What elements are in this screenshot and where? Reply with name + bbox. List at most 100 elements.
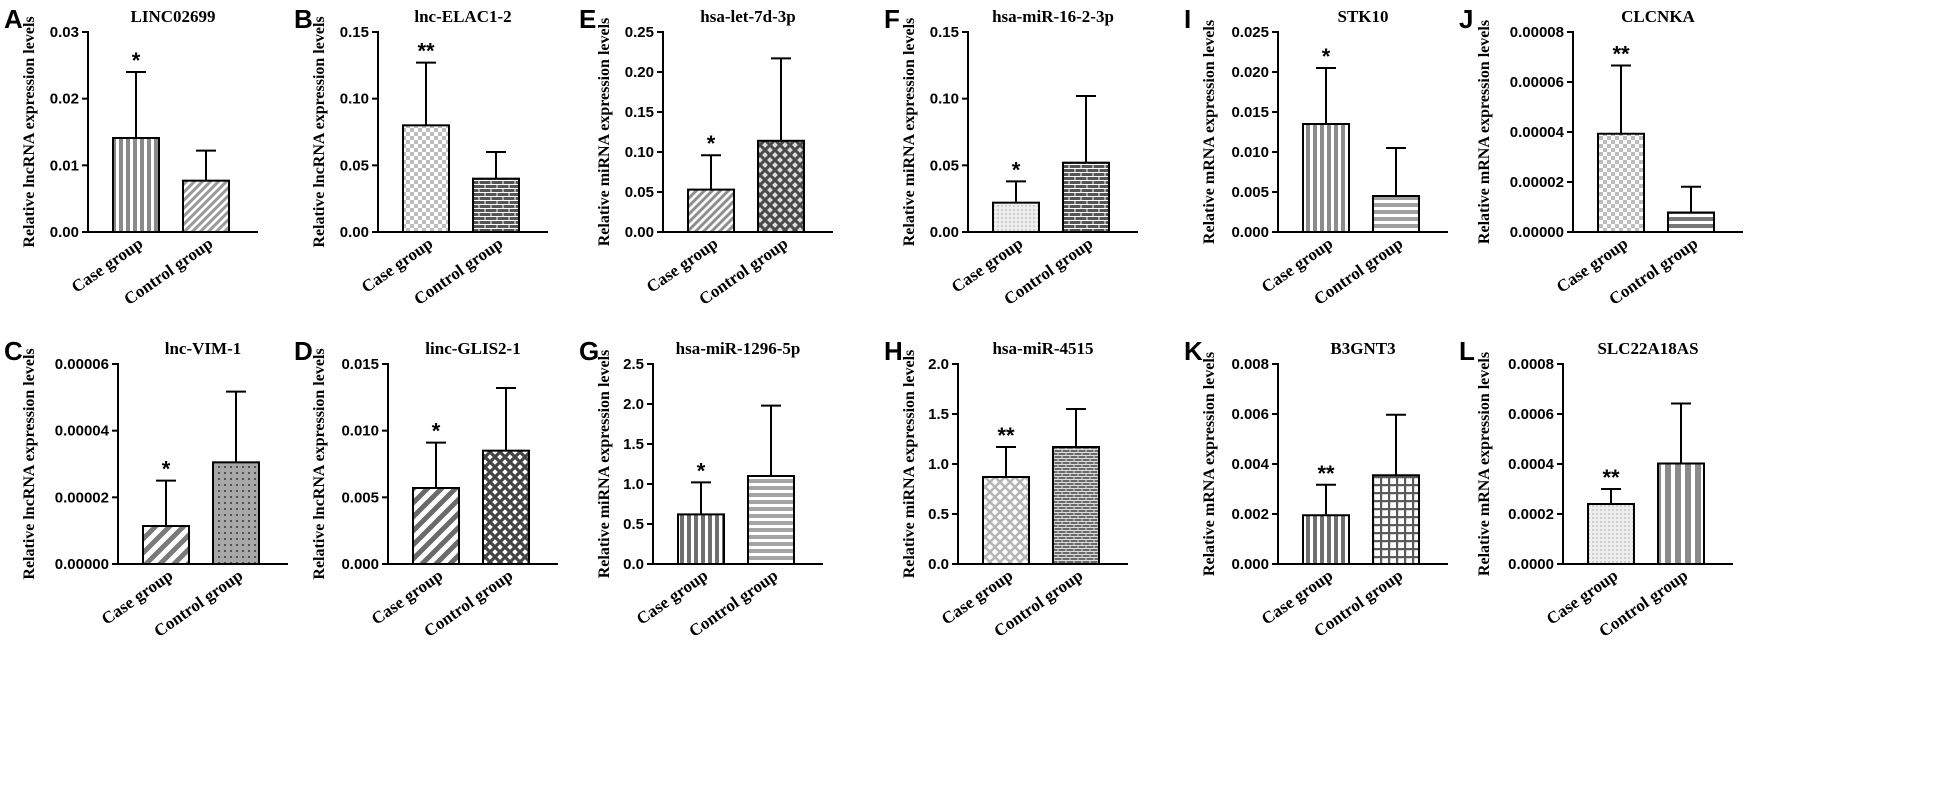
significance-marker: ** bbox=[1317, 461, 1335, 486]
bar-case-group bbox=[112, 137, 160, 233]
y-tick-label: 0.000 bbox=[1231, 556, 1269, 573]
bar-case-group bbox=[1587, 503, 1635, 565]
y-tick-label: 0.00 bbox=[930, 224, 959, 241]
y-tick-label: 0.004 bbox=[1231, 456, 1269, 473]
y-tick-label: 0.02 bbox=[50, 91, 79, 108]
y-tick-label: 0.015 bbox=[341, 356, 379, 373]
y-tick-label: 0.00 bbox=[625, 224, 654, 241]
y-tick-label: 0.00004 bbox=[55, 423, 110, 440]
y-axis-label: Relative mRNA expression levels bbox=[1201, 352, 1218, 576]
y-tick-label: 0.008 bbox=[1231, 356, 1269, 373]
y-tick-label: 0.10 bbox=[340, 91, 369, 108]
panel-letter: I bbox=[1184, 4, 1191, 34]
y-tick-label: 0.00000 bbox=[1510, 224, 1564, 241]
y-tick-label: 0.05 bbox=[625, 184, 654, 201]
y-tick-label: 0.0000 bbox=[1508, 556, 1554, 573]
y-tick-label: 0.5 bbox=[623, 516, 644, 533]
panel-letter: F bbox=[884, 4, 900, 34]
y-axis-label: Relative lncRNA expression levels bbox=[21, 16, 38, 247]
y-tick-label: 0.00008 bbox=[1510, 24, 1564, 41]
y-tick-label: 0.00006 bbox=[55, 356, 109, 373]
y-tick-label: 2.0 bbox=[623, 396, 644, 413]
y-tick-label: 0.15 bbox=[340, 24, 369, 41]
bar-control-group bbox=[1372, 195, 1420, 233]
significance-marker: * bbox=[1322, 44, 1331, 69]
significance-marker: * bbox=[432, 419, 441, 444]
y-tick-label: 0.00 bbox=[50, 224, 79, 241]
bar-case-group bbox=[992, 201, 1040, 234]
y-tick-label: 0.5 bbox=[928, 506, 949, 523]
y-tick-label: 0.10 bbox=[930, 91, 959, 108]
chart-title: SLC22A18AS bbox=[1597, 339, 1698, 358]
y-tick-label: 0.015 bbox=[1231, 104, 1269, 121]
y-tick-label: 0.00002 bbox=[55, 489, 109, 506]
y-tick-label: 0.005 bbox=[341, 489, 379, 506]
bar-control-group bbox=[472, 177, 520, 234]
y-tick-label: 0.20 bbox=[625, 64, 654, 81]
y-tick-label: 0.00004 bbox=[1510, 124, 1565, 141]
y-tick-label: 0.05 bbox=[340, 157, 369, 174]
y-tick-label: 2.0 bbox=[928, 356, 949, 373]
bar-control-group bbox=[212, 461, 260, 565]
y-axis-label: Relative miRNA expression levels bbox=[596, 350, 613, 579]
bar-control-group bbox=[1372, 474, 1420, 565]
y-tick-label: 0.0004 bbox=[1508, 456, 1555, 473]
bar-case-group bbox=[1302, 123, 1350, 233]
panel-letter: C bbox=[4, 336, 23, 366]
bar-control-group bbox=[757, 139, 805, 233]
y-axis-label: Relative mRNA expression levels bbox=[1476, 352, 1493, 576]
y-tick-label: 0.005 bbox=[1231, 184, 1269, 201]
y-tick-label: 0.01 bbox=[50, 157, 79, 174]
bar-control-group bbox=[182, 179, 230, 234]
bar-control-group bbox=[1052, 446, 1100, 565]
y-axis-label: Relative mRNA expression levels bbox=[1476, 20, 1493, 244]
y-tick-label: 0.000 bbox=[341, 556, 379, 573]
y-tick-label: 0.25 bbox=[625, 24, 654, 41]
y-tick-label: 0.0006 bbox=[1508, 406, 1554, 423]
chart-title: CLCNKA bbox=[1621, 7, 1695, 26]
chart-title: hsa-miR-16-2-3p bbox=[992, 7, 1114, 26]
y-axis-label: Relative miRNA expression levels bbox=[901, 18, 918, 247]
y-tick-label: 0.0 bbox=[928, 556, 949, 573]
y-tick-label: 0.00002 bbox=[1510, 174, 1564, 191]
y-tick-label: 0.0008 bbox=[1508, 356, 1554, 373]
y-tick-label: 0.15 bbox=[930, 24, 959, 41]
panel-i: I STK10 Relative mRNA expression levels 0.0… bbox=[1184, 4, 1448, 309]
y-tick-label: 0.0 bbox=[623, 556, 644, 573]
panel-l: L SLC22A18AS Relative mRNA expression leve… bbox=[1459, 336, 1733, 641]
y-tick-label: 0.03 bbox=[50, 24, 79, 41]
y-tick-label: 1.5 bbox=[928, 406, 949, 423]
significance-marker: ** bbox=[1612, 42, 1630, 67]
y-tick-label: 2.5 bbox=[623, 356, 644, 373]
significance-marker: ** bbox=[1602, 465, 1620, 490]
chart-title: linc-GLIS2-1 bbox=[425, 339, 520, 358]
y-tick-label: 0.000 bbox=[1231, 224, 1269, 241]
bar-case-group bbox=[687, 188, 735, 234]
panel-letter: A bbox=[4, 4, 23, 34]
panel-letter: D bbox=[294, 336, 313, 366]
y-axis-label: Relative lncRNA expression levels bbox=[21, 348, 38, 579]
y-tick-label: 0.025 bbox=[1231, 24, 1269, 41]
y-tick-label: 1.0 bbox=[928, 456, 949, 473]
chart-title: LINC02699 bbox=[130, 7, 215, 26]
bar-control-group bbox=[1657, 462, 1705, 565]
panel-letter: J bbox=[1459, 4, 1473, 34]
y-tick-label: 0.00 bbox=[340, 224, 369, 241]
y-axis-label: Relative miRNA expression levels bbox=[596, 18, 613, 247]
y-tick-label: 0.006 bbox=[1231, 406, 1269, 423]
chart-title: hsa-let-7d-3p bbox=[700, 7, 795, 26]
bar-case-group bbox=[677, 513, 725, 565]
chart-title: STK10 bbox=[1337, 7, 1388, 26]
y-tick-label: 0.10 bbox=[625, 144, 654, 161]
panel-j: J CLCNKA Relative mRNA expression levels 0.… bbox=[1459, 4, 1743, 309]
y-tick-label: 0.020 bbox=[1231, 64, 1269, 81]
panel-k: K B3GNT3 Relative mRNA expression levels 0.… bbox=[1184, 336, 1448, 641]
bar-case-group bbox=[412, 487, 460, 565]
y-axis-label: Relative lncRNA expression levels bbox=[311, 16, 328, 247]
y-tick-label: 0.010 bbox=[341, 423, 379, 440]
